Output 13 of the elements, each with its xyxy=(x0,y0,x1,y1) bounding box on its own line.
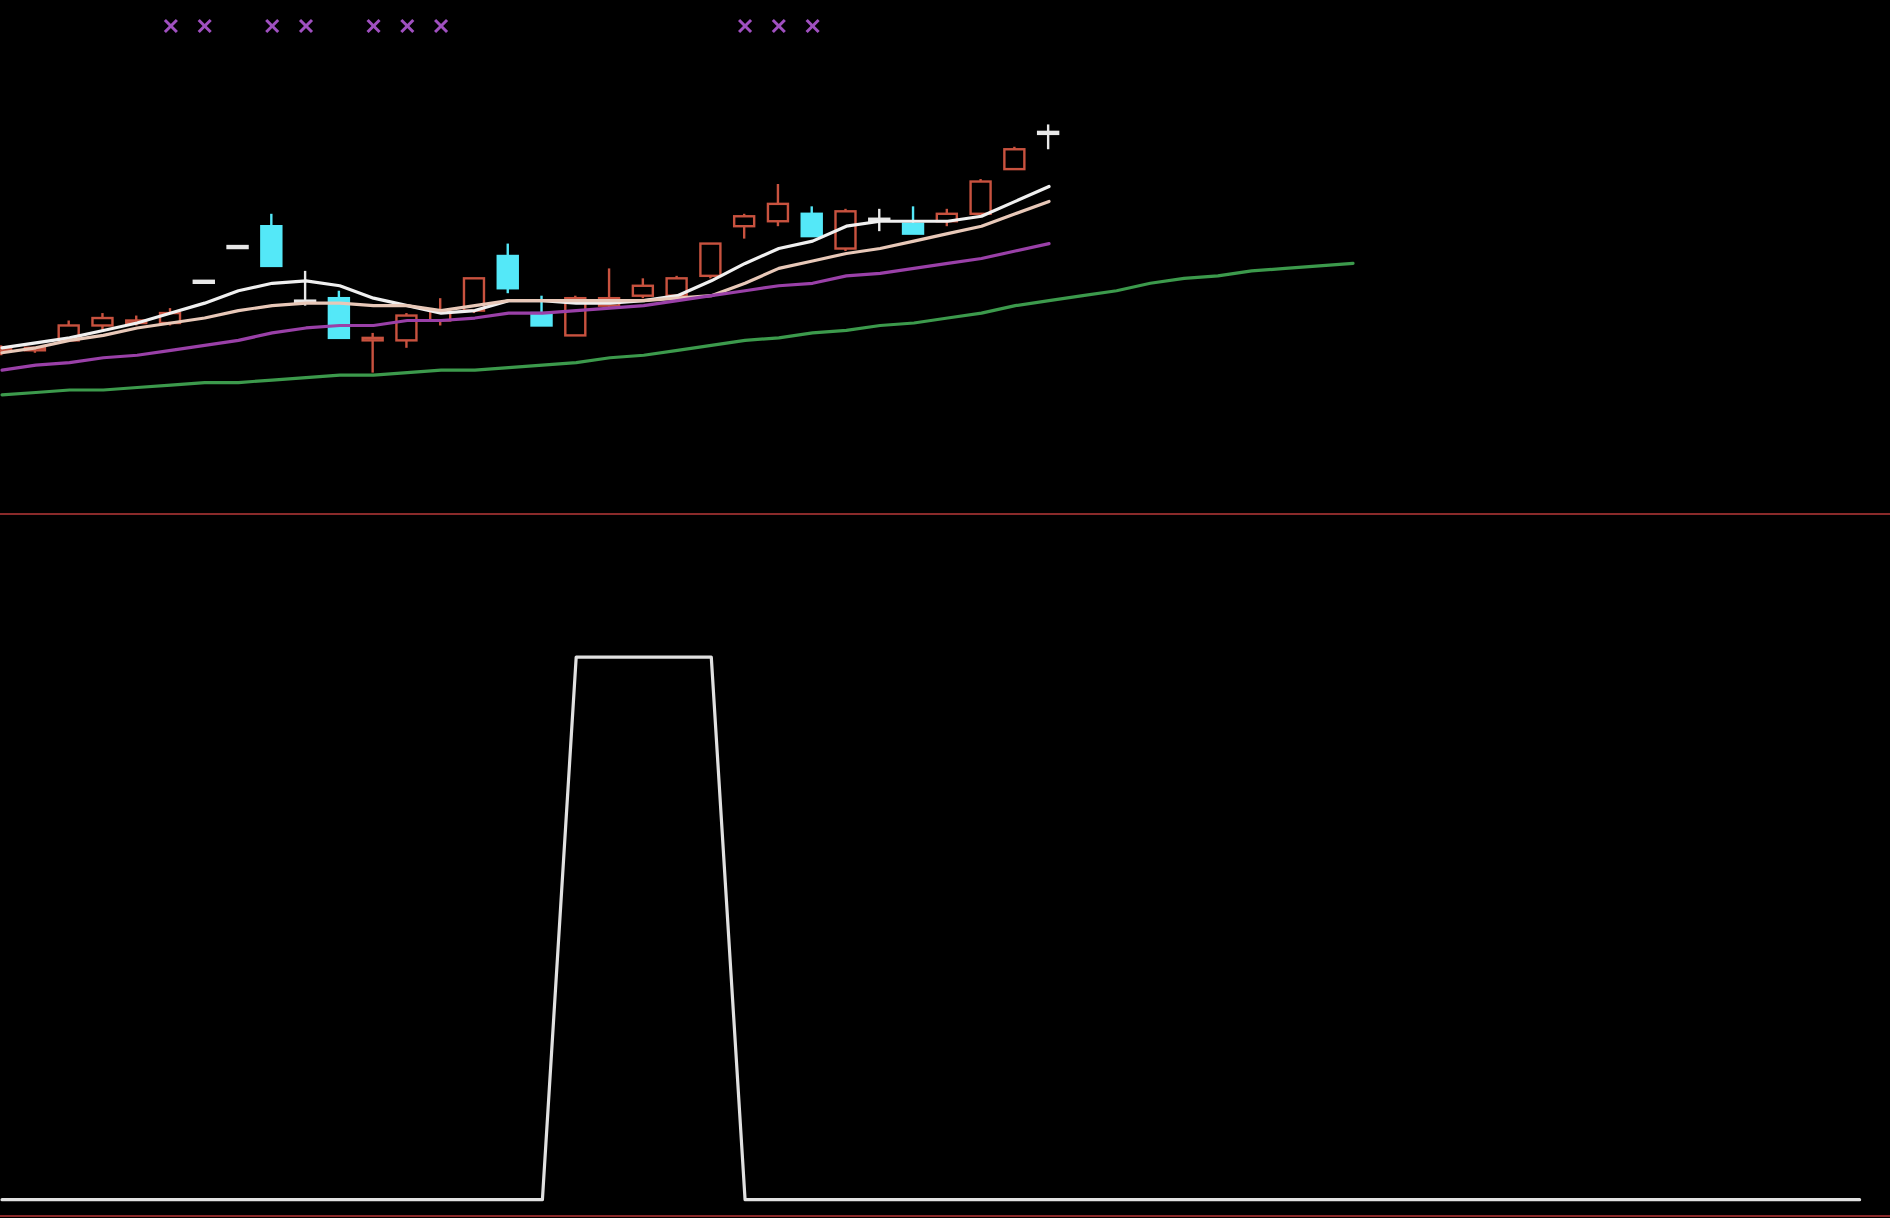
candlestick xyxy=(969,177,992,215)
candlestick xyxy=(901,205,925,235)
candlestick xyxy=(631,277,655,300)
candlestick xyxy=(834,207,857,253)
candlestick xyxy=(361,331,384,374)
candlestick xyxy=(766,182,790,228)
candlestick xyxy=(699,242,722,280)
candlestick xyxy=(732,212,756,240)
candlestick xyxy=(260,212,283,268)
candlestick xyxy=(1003,145,1026,171)
candlestick xyxy=(496,242,519,295)
candlestick xyxy=(800,205,823,238)
candlestick xyxy=(1036,123,1060,151)
